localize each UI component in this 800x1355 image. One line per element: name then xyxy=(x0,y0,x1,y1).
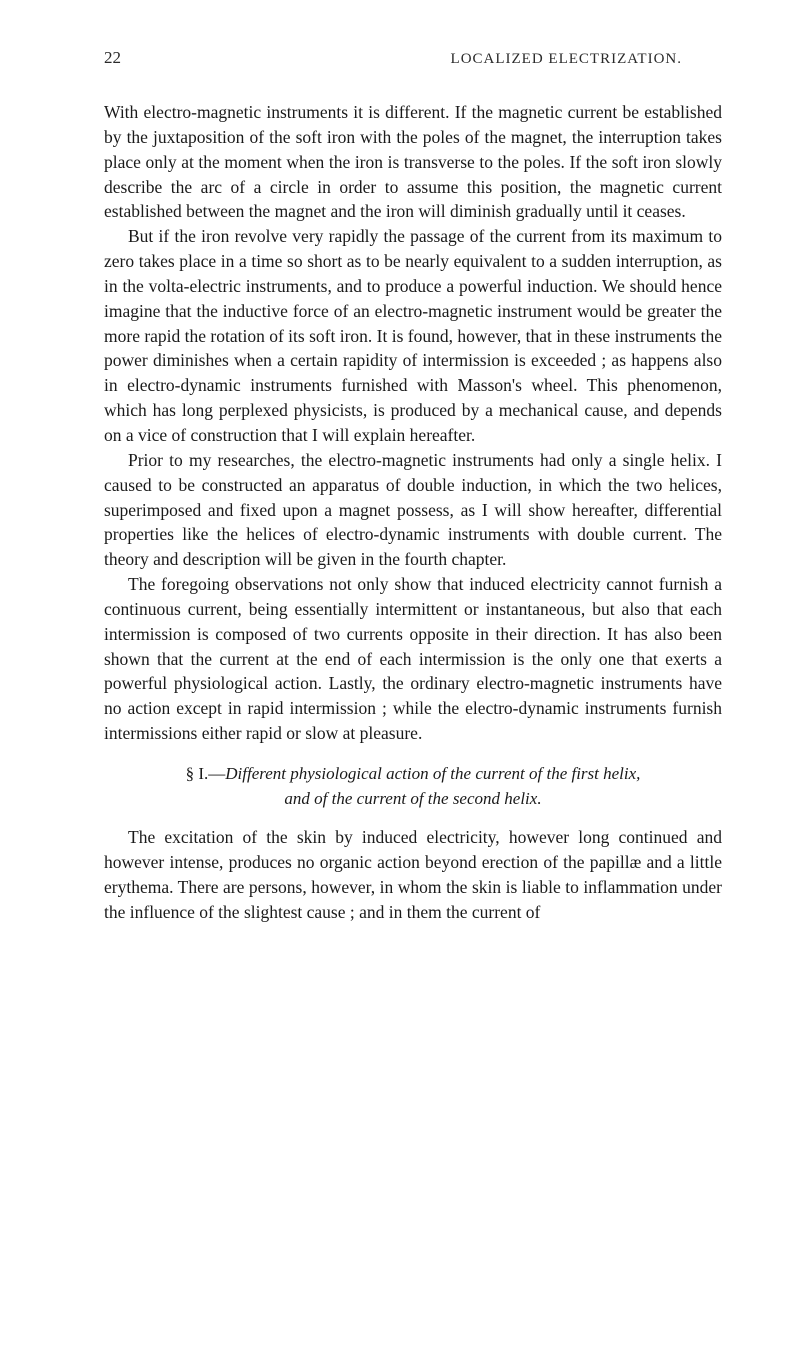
paragraph-4: The foregoing observations not only show… xyxy=(104,572,722,746)
section-title-line2: and of the current of the second helix. xyxy=(104,787,722,812)
section-title-line1: Different physiological action of the cu… xyxy=(225,764,640,783)
page-header: 22 LOCALIZED ELECTRIZATION. xyxy=(104,48,722,68)
body-text: With electro-magnetic instruments it is … xyxy=(104,100,722,925)
section-heading: § I.—Different physiological action of t… xyxy=(104,762,722,811)
page-number: 22 xyxy=(104,48,121,68)
paragraph-5: The excitation of the skin by induced el… xyxy=(104,825,722,924)
paragraph-2: But if the iron revolve very rapidly the… xyxy=(104,224,722,448)
paragraph-3: Prior to my researches, the electro-magn… xyxy=(104,448,722,572)
section-marker: § I.— xyxy=(186,764,226,783)
running-title: LOCALIZED ELECTRIZATION. xyxy=(451,51,682,68)
paragraph-1: With electro-magnetic instruments it is … xyxy=(104,100,722,224)
